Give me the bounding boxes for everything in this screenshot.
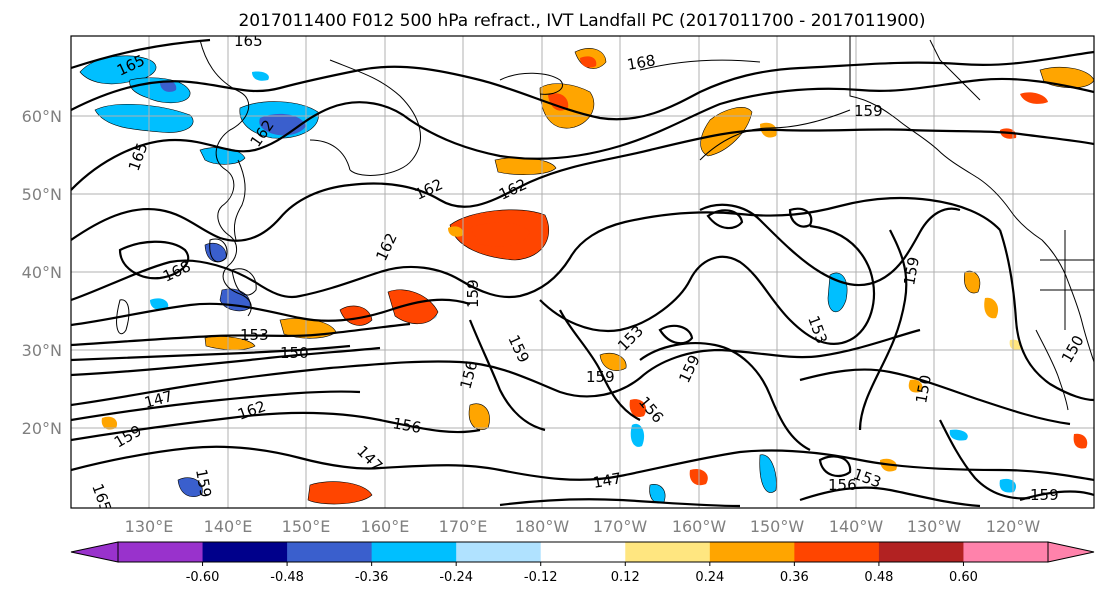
colorbar-tick-label: 0.48 [864, 570, 893, 585]
contour-label: 168 [626, 51, 657, 74]
height-contours [71, 38, 1094, 508]
lon-label: 170°E [439, 517, 488, 536]
lon-label: 140°W [829, 517, 884, 536]
colorbar-tick-label: -0.24 [439, 570, 473, 585]
colorbar-swatch [371, 542, 457, 562]
lat-label: 30°N [22, 341, 62, 360]
colorbar-swatch [878, 542, 964, 562]
contour-label: 159 [900, 255, 923, 286]
colorbar-swatch [202, 542, 288, 562]
colorbar-swatch [540, 542, 626, 562]
lon-label: 140°E [204, 517, 253, 536]
colorbar-swatch [625, 542, 711, 562]
contour-labels: 165 165 165 168 162 162 162 162 168 159 … [88, 32, 1088, 508]
coastlines [116, 36, 1094, 411]
lat-label: 20°N [22, 419, 62, 438]
colorbar-swatch [794, 542, 880, 562]
colorbar-tick-label: 0.24 [695, 570, 724, 585]
contour-label: 159 [1030, 486, 1059, 504]
colorbar-extend-high [1047, 541, 1095, 563]
contour-label: 159 [192, 468, 215, 499]
colorbar-tick-label: -0.12 [524, 570, 558, 585]
lon-label: 130°E [125, 517, 174, 536]
contour-label: 153 [240, 326, 269, 344]
map-title: 2017011400 F012 500 hPa refract., IVT La… [238, 11, 925, 31]
lat-label: 40°N [22, 263, 62, 282]
colorbar-frame [117, 541, 1049, 563]
colorbar-swatch [709, 542, 795, 562]
colorbar-tick-label: 0.60 [949, 570, 978, 585]
map-panel: 165 165 165 168 162 162 162 162 168 159 … [71, 32, 1094, 508]
colorbar-tick-label: 0.36 [780, 570, 809, 585]
map-frame [70, 35, 1095, 509]
colorbar-tick-label: 0.12 [611, 570, 640, 585]
lat-labels: 60°N 50°N 40°N 30°N 20°N [22, 107, 62, 438]
colorbar-extend-low [70, 541, 119, 563]
contour-label: 147 [592, 469, 623, 492]
colorbar: -0.60 -0.48 -0.36 -0.24 -0.12 0.12 0.24 0.36 0.4… [70, 541, 1095, 585]
lon-label: 150°E [282, 517, 331, 536]
lon-label: 170°W [593, 517, 648, 536]
lat-label: 50°N [22, 185, 62, 204]
contour-label: 165 [234, 32, 263, 50]
colorbar-swatch [456, 542, 542, 562]
colorbar-tick-label: -0.60 [186, 570, 220, 585]
lon-label: 160°W [672, 517, 727, 536]
lon-labels: 130°E 140°E 150°E 160°E 170°E 180°W 170°… [125, 517, 1041, 536]
colorbar-swatch [287, 542, 373, 562]
colorbar-swatch [118, 542, 204, 562]
contour-label: 159 [464, 279, 482, 308]
colorbar-swatch [963, 542, 1049, 562]
lat-label: 60°N [22, 107, 62, 126]
lon-label: 160°E [361, 517, 410, 536]
lon-label: 180°W [515, 517, 570, 536]
contour-label: 156 [828, 476, 857, 494]
contour-label: 159 [586, 368, 615, 386]
contour-label: 156 [391, 414, 422, 437]
graticule [71, 36, 1094, 508]
lon-label: 150°W [750, 517, 805, 536]
colorbar-tick-label: -0.48 [270, 570, 304, 585]
colorbar-tick-label: -0.36 [355, 570, 389, 585]
lon-label: 130°W [907, 517, 962, 536]
contour-label: 150 [280, 344, 309, 362]
contour-label: 150 [912, 373, 935, 404]
lon-label: 120°W [986, 517, 1041, 536]
contour-label: 159 [854, 102, 883, 120]
